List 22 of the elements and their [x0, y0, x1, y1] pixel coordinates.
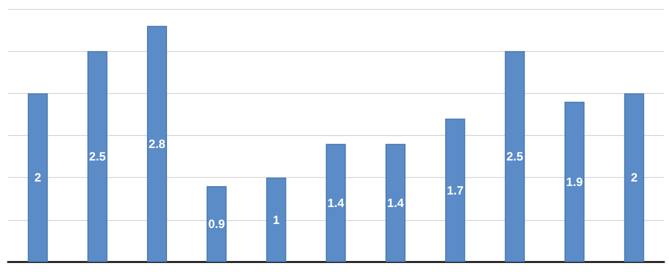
bar	[386, 144, 406, 262]
data-label: 1.7	[446, 183, 464, 198]
data-label: 2.5	[89, 150, 106, 164]
data-label: 2.8	[148, 136, 166, 151]
bar	[445, 118, 466, 262]
bar	[505, 51, 526, 262]
bar	[87, 51, 108, 262]
data-label: 0.9	[208, 217, 226, 232]
bar	[147, 26, 167, 262]
bar	[206, 186, 227, 262]
bar	[266, 178, 286, 262]
data-label: 1.9	[566, 174, 584, 189]
data-label: 1.4	[387, 196, 404, 210]
bar	[564, 102, 585, 262]
bar	[326, 144, 346, 262]
data-label: 2	[630, 170, 638, 185]
data-label: 1.4	[328, 196, 345, 210]
data-label: 2.5	[506, 150, 524, 164]
bar	[28, 93, 48, 262]
data-label: 1	[272, 212, 280, 227]
bar	[624, 93, 644, 262]
data-label: 2	[34, 170, 42, 185]
